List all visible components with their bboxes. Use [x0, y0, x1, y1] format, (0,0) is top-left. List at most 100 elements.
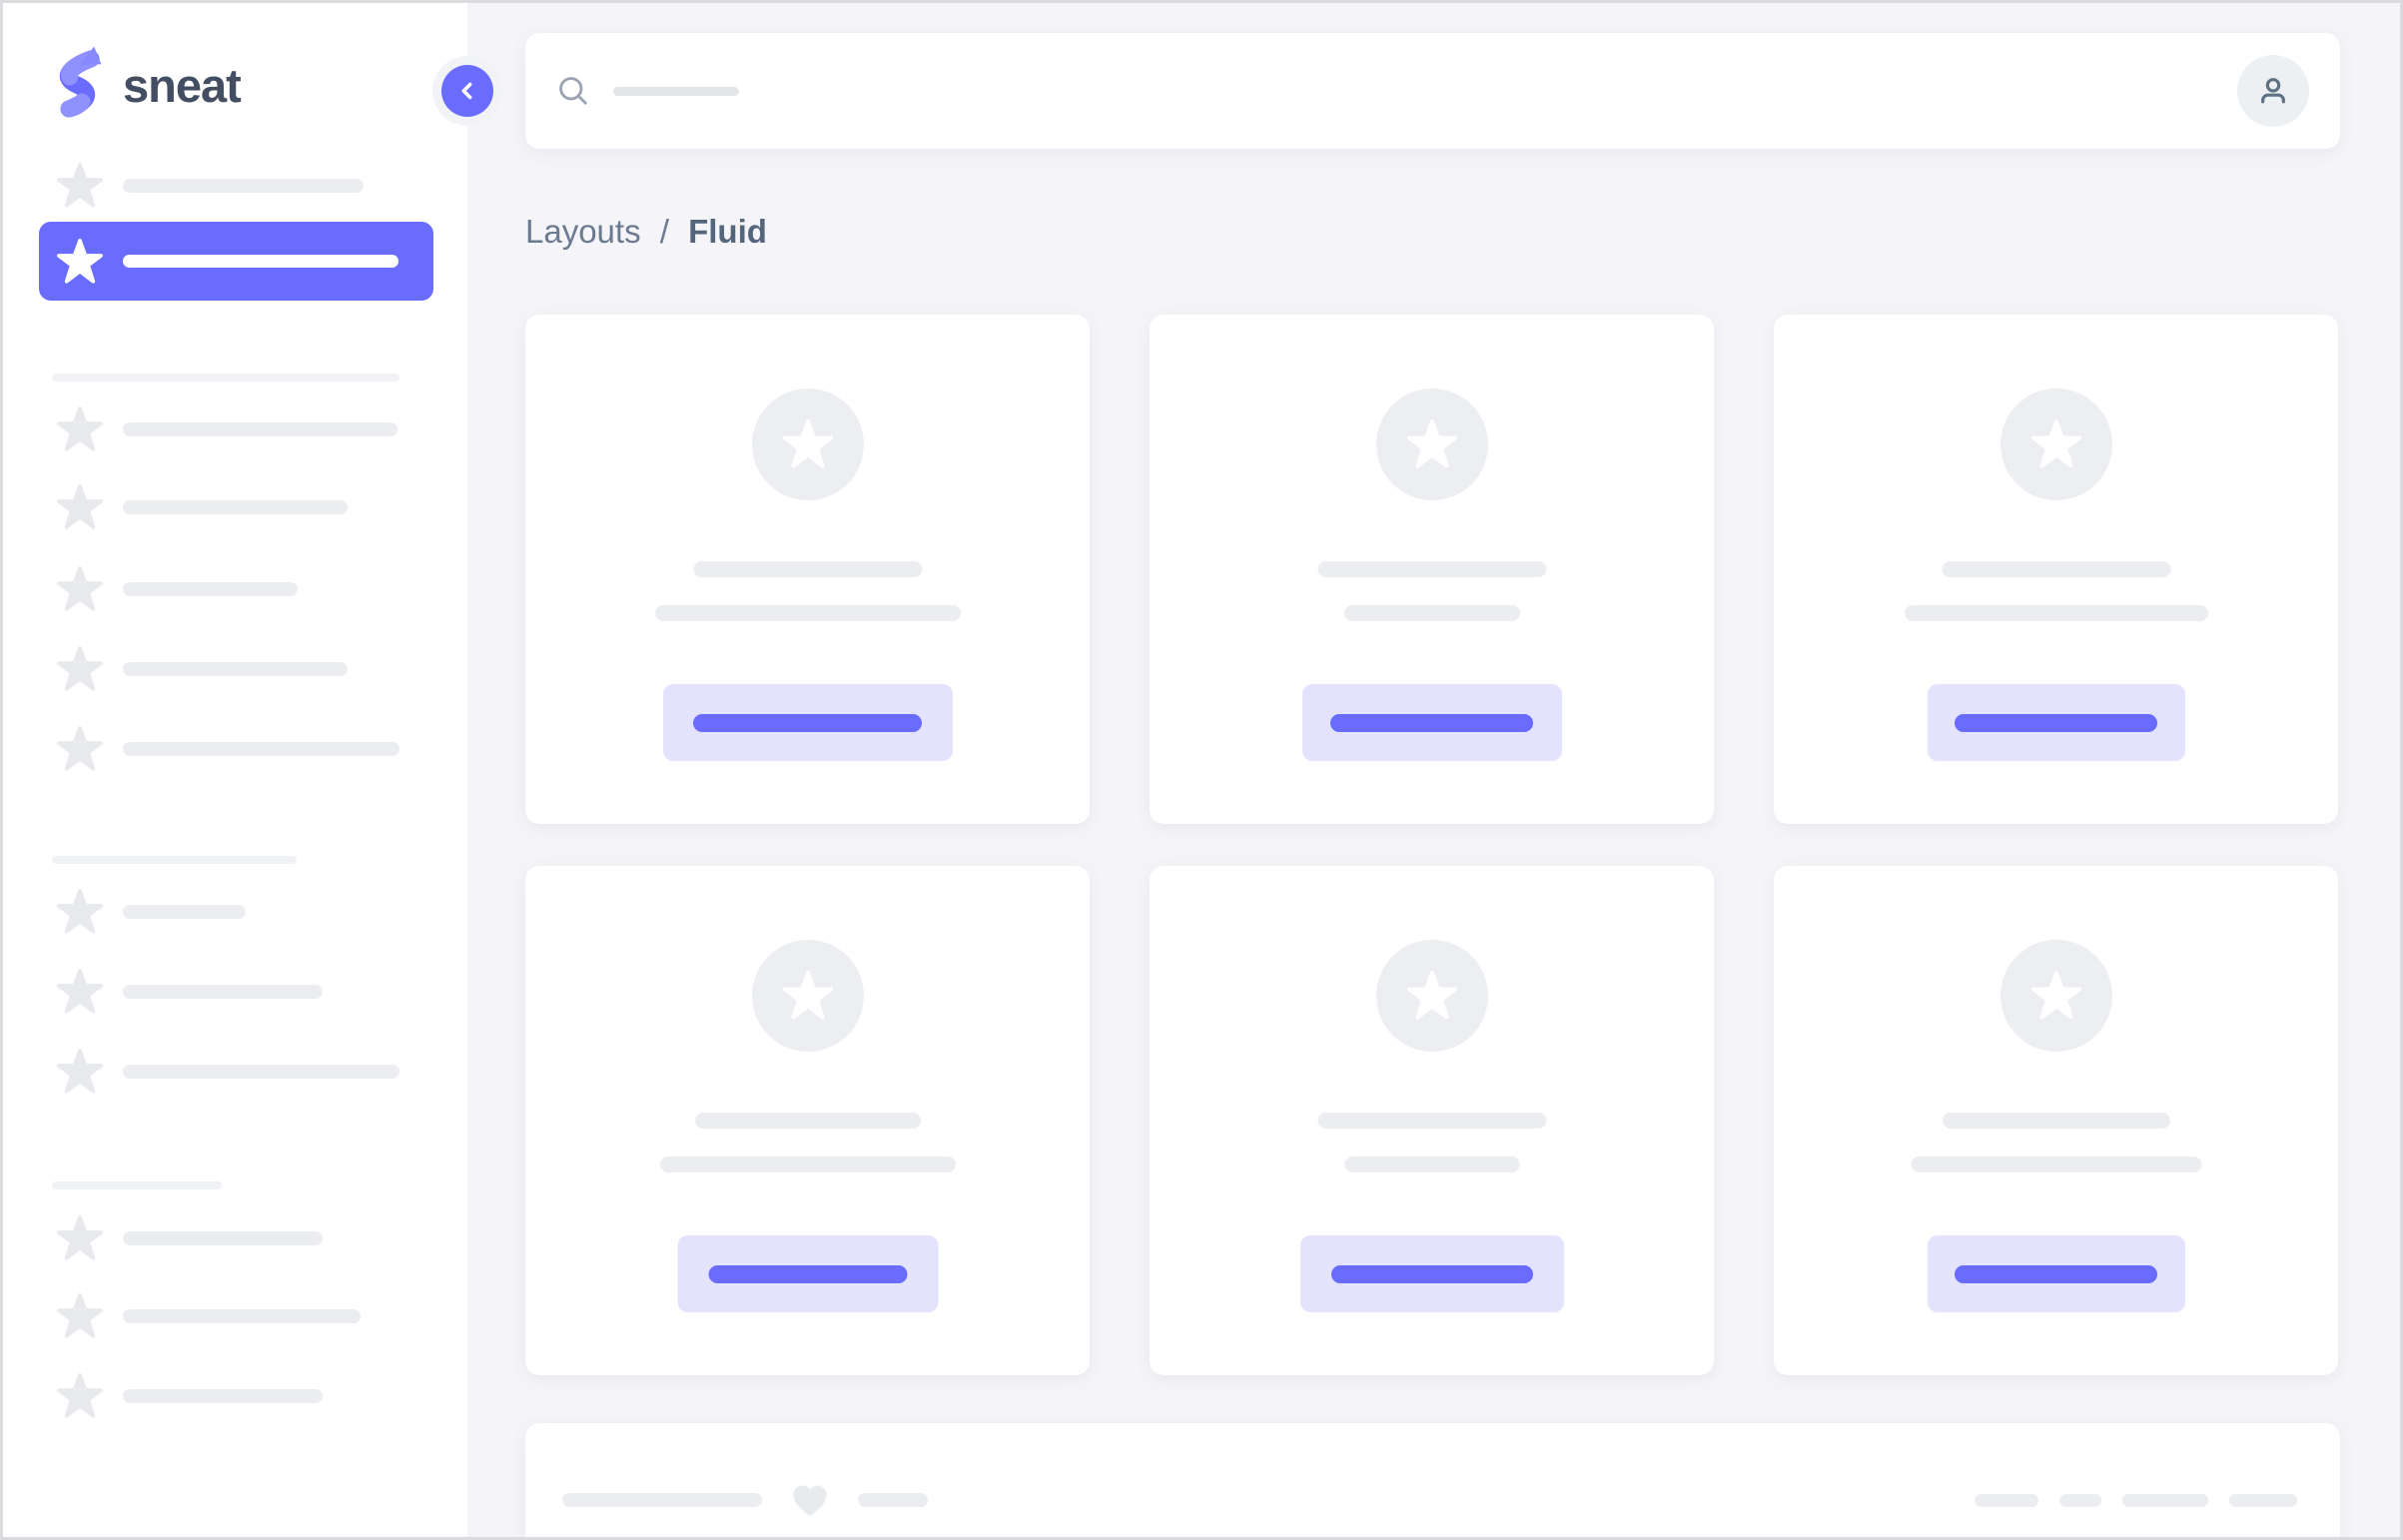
star-icon	[57, 484, 103, 530]
sidebar-item[interactable]	[3, 468, 467, 546]
star-icon	[57, 726, 103, 772]
card-action-button[interactable]	[1927, 684, 2185, 761]
app-name: sneat	[123, 59, 242, 112]
sidebar-item[interactable]	[3, 147, 467, 225]
heart-icon	[789, 1481, 831, 1519]
card-title-skeleton	[1317, 1113, 1546, 1129]
menu-label-skeleton	[123, 985, 323, 999]
list-skeleton-bar	[2122, 1493, 2208, 1507]
search-placeholder-skeleton	[613, 86, 739, 96]
list-skeleton-bar	[562, 1493, 762, 1507]
menu-section-divider	[52, 1181, 222, 1189]
star-icon	[57, 1215, 103, 1261]
sidebar-item[interactable]	[3, 710, 467, 788]
star-icon	[782, 971, 833, 1021]
card-action-button[interactable]	[677, 1235, 938, 1312]
menu-label-skeleton	[123, 662, 348, 676]
star-icon	[2030, 971, 2081, 1021]
menu-section-divider	[52, 374, 400, 382]
card-avatar	[1375, 388, 1488, 500]
button-label-skeleton	[1330, 1264, 1533, 1283]
card-text-skeleton	[1911, 1156, 2201, 1172]
button-label-skeleton	[1955, 1264, 2157, 1283]
star-icon	[57, 1049, 103, 1095]
card-text-skeleton	[654, 605, 961, 621]
sidebar: sneat	[3, 3, 467, 1537]
menu-label-skeleton	[123, 1389, 323, 1403]
star-icon	[2030, 419, 2081, 469]
placeholder-card	[525, 866, 1090, 1375]
menu-label-skeleton	[123, 255, 399, 268]
card-avatar	[2000, 940, 2112, 1052]
menu-label-skeleton	[123, 179, 364, 193]
card-action-button[interactable]	[1927, 1235, 2185, 1312]
chevron-left-icon	[454, 78, 480, 104]
sidebar-item-active[interactable]	[3, 222, 467, 301]
star-icon	[57, 238, 103, 285]
menu-label-skeleton	[123, 422, 398, 436]
card-avatar	[1375, 940, 1488, 1052]
card-text-skeleton	[1344, 1156, 1519, 1172]
star-icon	[1406, 419, 1457, 469]
card-avatar	[751, 940, 864, 1052]
sidebar-item[interactable]	[3, 953, 467, 1031]
button-label-skeleton	[1330, 713, 1533, 732]
star-icon	[57, 646, 103, 692]
card-text-skeleton	[1343, 605, 1520, 621]
menu-label-skeleton	[123, 1231, 323, 1245]
card-title-skeleton	[694, 1113, 921, 1129]
sidebar-item[interactable]	[3, 550, 467, 628]
star-icon	[57, 406, 103, 452]
card-action-button[interactable]	[1301, 684, 1562, 761]
card-action-button[interactable]	[1299, 1235, 1564, 1312]
card-text-skeleton	[659, 1156, 956, 1172]
sneat-logo-icon	[49, 45, 103, 126]
menu-label-skeleton	[123, 500, 348, 514]
list-meta-skeletons	[1975, 1493, 2297, 1507]
star-icon	[57, 1373, 103, 1419]
list-skeleton-bar	[858, 1493, 928, 1507]
card-title-skeleton	[1317, 561, 1546, 577]
breadcrumb-current-page: Fluid	[688, 213, 767, 250]
card-action-button[interactable]	[662, 684, 953, 761]
button-label-skeleton	[708, 1264, 907, 1283]
brand[interactable]: sneat	[49, 45, 242, 126]
search-bar[interactable]	[525, 33, 2340, 149]
sidebar-item[interactable]	[3, 1199, 467, 1277]
star-icon	[1406, 971, 1457, 1021]
placeholder-card	[1774, 866, 2338, 1375]
menu-label-skeleton	[123, 1065, 400, 1079]
sidebar-item[interactable]	[3, 1357, 467, 1435]
user-avatar[interactable]	[2237, 55, 2309, 127]
like-button[interactable]	[789, 1481, 831, 1519]
sidebar-menu	[3, 3, 467, 1537]
card-avatar	[2000, 388, 2112, 500]
card-avatar	[751, 388, 864, 500]
button-label-skeleton	[693, 713, 922, 732]
menu-label-skeleton	[123, 905, 246, 919]
card-title-skeleton	[693, 561, 922, 577]
list-card	[525, 1423, 2340, 1537]
sidebar-item[interactable]	[3, 1277, 467, 1355]
card-title-skeleton	[1942, 561, 2170, 577]
placeholder-card	[525, 315, 1090, 824]
placeholder-card	[1150, 866, 1714, 1375]
menu-section-divider	[52, 856, 297, 864]
sidebar-item[interactable]	[3, 1033, 467, 1111]
breadcrumb-section[interactable]: Layouts	[525, 213, 641, 250]
star-icon	[782, 419, 833, 469]
list-skeleton-bar	[2059, 1493, 2101, 1507]
menu-label-skeleton	[123, 1309, 361, 1323]
sidebar-collapse-button[interactable]	[441, 65, 493, 117]
search-icon	[555, 73, 591, 109]
sidebar-item[interactable]	[3, 630, 467, 708]
star-icon	[57, 969, 103, 1015]
sidebar-item[interactable]	[3, 873, 467, 951]
list-skeleton-bar	[1975, 1493, 2038, 1507]
card-title-skeleton	[1942, 1113, 2170, 1129]
card-text-skeleton	[1904, 605, 2208, 621]
placeholder-card	[1774, 315, 2338, 824]
sidebar-item[interactable]	[3, 390, 467, 468]
star-icon	[57, 1293, 103, 1339]
